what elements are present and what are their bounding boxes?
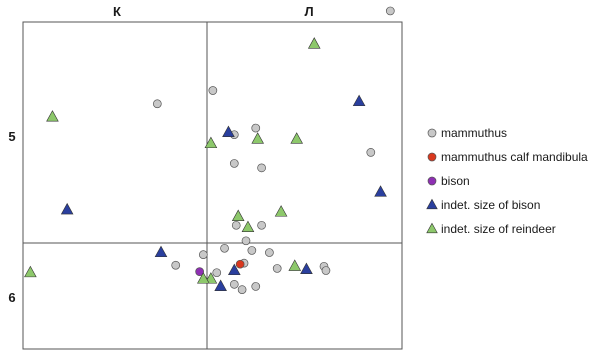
mammuthus-point [251,123,261,133]
mammuthus-point [265,248,274,257]
legend-label-mammuthus-calf-mandibula: mammuthus calf mandibula [441,150,588,164]
indet-size-of-reindeer-point [288,259,302,271]
indet-size-of-bison-point [60,202,74,215]
legend-label-indet-size-of-reindeer: indet. size of reindeer [441,222,556,236]
indet-size-of-bison-point [352,94,366,107]
mammuthus-calf-mandibula-point [235,259,245,269]
indet-size-of-reindeer-point [46,110,59,122]
legend-marker-mammuthus [427,128,437,138]
indet-size-of-reindeer-point [197,272,210,284]
data-points [24,6,395,294]
mammuthus-point [198,250,208,260]
indet-size-of-reindeer-point [204,136,218,149]
row-label-5: 5 [8,129,15,144]
mammuthus-point [208,86,218,95]
mammuthus-point [247,246,257,255]
indet-size-of-reindeer-point [251,132,265,144]
mammuthus-point [385,6,395,16]
column-label-k: К [113,4,121,19]
indet-size-of-bison-point [154,245,168,258]
indet-size-of-reindeer-point [274,205,288,217]
indet-size-of-bison-point [222,125,235,137]
legend-marker-indet-size-of-reindeer [426,222,438,234]
mammuthus-point [241,236,251,246]
indet-size-of-bison-point [227,263,241,276]
mammuthus-point [257,220,266,230]
bison-point [195,267,204,276]
legend-marker-indet-size-of-bison [426,198,438,210]
mammuthus-point [251,282,261,291]
plot-frame [22,21,403,350]
indet-size-of-reindeer-point [241,220,255,233]
row-label-6: 6 [8,290,15,305]
mammuthus-point [257,163,266,173]
indet-size-of-reindeer-point [24,265,37,278]
mammuthus-point [272,264,282,273]
mammuthus-point [321,266,331,275]
legend-marker-bison [427,176,437,186]
legend-label-bison: bison [441,174,470,188]
legend: mammuthus mammuthus calf mandibula bison in… [426,126,588,236]
mammuthus-point [231,220,241,230]
indet-size-of-reindeer-point [290,132,304,144]
legend-label-indet-size-of-bison: indet. size of bison [441,198,540,212]
mammuthus-point [229,159,239,168]
indet-size-of-bison-point [300,262,313,275]
legend-label-mammuthus: mammuthus [441,126,507,140]
mammuthus-point [237,285,247,294]
indet-size-of-bison-point [374,185,387,197]
mammuthus-point [171,260,181,270]
mammuthus-point [152,99,162,109]
legend-marker-mammuthus-calf-mandibula [427,152,437,162]
mammuthus-point [366,148,376,157]
mammuthus-point [212,268,222,278]
column-label-l: Л [304,4,313,19]
indet-size-of-bison-point [214,279,227,291]
indet-size-of-reindeer-point [307,37,321,49]
indet-size-of-reindeer-point [231,209,245,221]
mammuthus-point [229,279,239,289]
mammuthus-point [220,243,229,253]
